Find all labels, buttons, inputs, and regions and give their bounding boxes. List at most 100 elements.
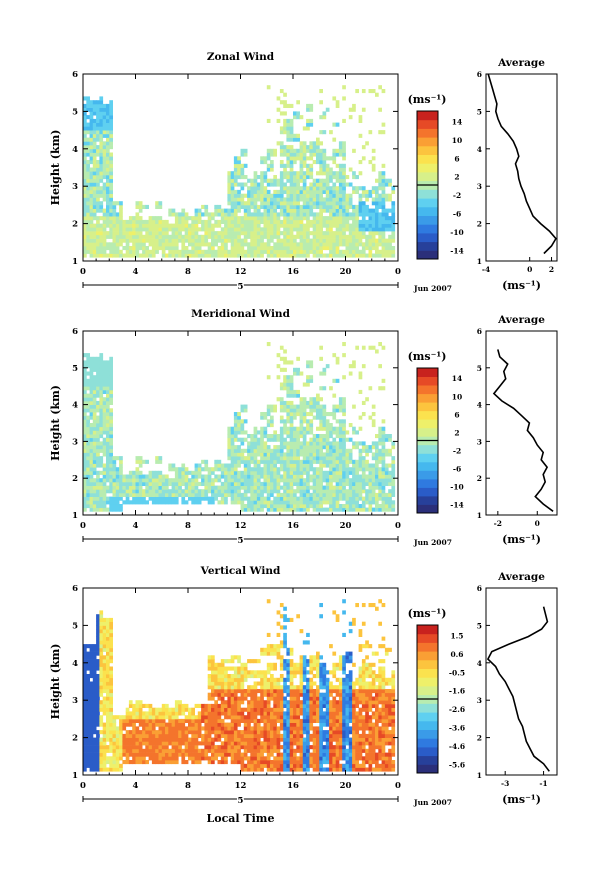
heatmap-cell [319,171,323,176]
heatmap-cell [89,655,94,660]
heatmap-cell [106,640,110,645]
heatmap-cell [233,227,238,232]
heatmap-cell [168,467,172,472]
heatmap-cell [89,489,94,494]
heatmap-cell [273,148,277,153]
heatmap-cell [302,500,307,505]
heatmap-cell [309,445,314,450]
heatmap-cell [109,423,113,428]
heatmap-cell [188,485,192,490]
heatmap-cell [86,677,90,682]
heatmap-cell [201,489,205,494]
heatmap-cell [279,253,284,258]
heatmap-cell [178,489,182,494]
heatmap-cell [151,470,156,475]
heatmap-cell [155,748,159,753]
heatmap-cell [293,437,297,442]
heatmap-cell [99,382,104,387]
heatmap-cell [230,481,235,486]
heatmap-cell [283,349,287,354]
heatmap-cell [266,238,271,243]
heatmap-cell [89,741,94,746]
heatmap-cell [266,408,271,413]
heatmap-cell [289,489,294,494]
heatmap-cell [109,711,113,716]
heatmap-cell [375,201,379,206]
heatmap-cell [243,175,248,180]
heatmap-cell [319,182,323,187]
heatmap-cell [220,752,225,757]
heatmap-cell [89,685,94,690]
heatmap-cell [319,474,323,479]
heatmap-cell [371,231,376,236]
heatmap-cell [197,756,202,761]
heatmap-cell [102,730,107,735]
heatmap-cell [273,197,277,202]
heatmap-cell [263,441,268,446]
heatmap-cell [276,197,281,202]
heatmap-cell [99,141,104,146]
heatmap-cell [381,492,386,497]
heatmap-cell [335,253,340,258]
heatmap-cell [211,718,215,723]
heatmap-cell [289,415,294,420]
heatmap-cell [322,246,327,251]
heatmap-cell [109,156,113,161]
heatmap-cell [283,467,287,472]
heatmap-cell [109,415,113,420]
heatmap-cell [247,189,251,194]
heatmap-cell [217,670,222,675]
heatmap-cell [109,741,113,746]
heatmap-cell [335,103,340,108]
heatmap-cell [309,189,314,194]
heatmap-cell [368,160,373,165]
heatmap-cell [306,167,310,172]
heatmap-cell [250,474,254,479]
heatmap-cell [197,711,202,716]
heatmap-cell [112,474,117,479]
heatmap-cell [125,249,130,254]
heatmap-cell [142,234,146,239]
heatmap-cell [279,445,284,450]
heatmap-cell [92,386,97,391]
heatmap-cell [83,741,87,746]
heatmap-cell [250,452,254,457]
heatmap-cell [306,204,310,209]
heatmap-cell [109,726,113,731]
heatmap-cell [338,189,343,194]
heatmap-cell [171,478,176,483]
heatmap-cell [89,474,94,479]
heatmap-cell [240,201,245,206]
heatmap-cell [361,400,366,405]
heatmap-cell [286,426,291,431]
heatmap-cell [381,171,386,176]
heatmap-cell [83,478,87,483]
heatmap-cell [358,208,363,213]
heatmap-cell [322,208,327,213]
heatmap-cell [142,474,146,479]
heatmap-cell [92,382,97,387]
heatmap-cell [306,197,310,202]
heatmap-cell [250,500,254,505]
heatmap-cell [132,737,136,742]
heatmap-cell [355,219,359,224]
heatmap-cell [220,748,225,753]
heatmap-cell [329,189,333,194]
heatmap-cell [178,219,182,224]
heatmap-cell [201,748,205,753]
heatmap-cell [151,722,156,727]
heatmap-cell [279,130,284,135]
heatmap-cell [338,489,343,494]
heatmap-cell [83,423,87,428]
heatmap-cell [155,456,159,461]
heatmap-cell [233,163,238,168]
heatmap-cell [256,500,261,505]
heatmap-cell [256,474,261,479]
heatmap-cell [125,227,130,232]
heatmap-cell [109,629,113,634]
heatmap-cell [83,700,87,705]
heatmap-cell [109,118,113,123]
heatmap-cell [250,492,254,497]
heatmap-cell [260,434,264,439]
heatmap-cell [306,193,310,198]
